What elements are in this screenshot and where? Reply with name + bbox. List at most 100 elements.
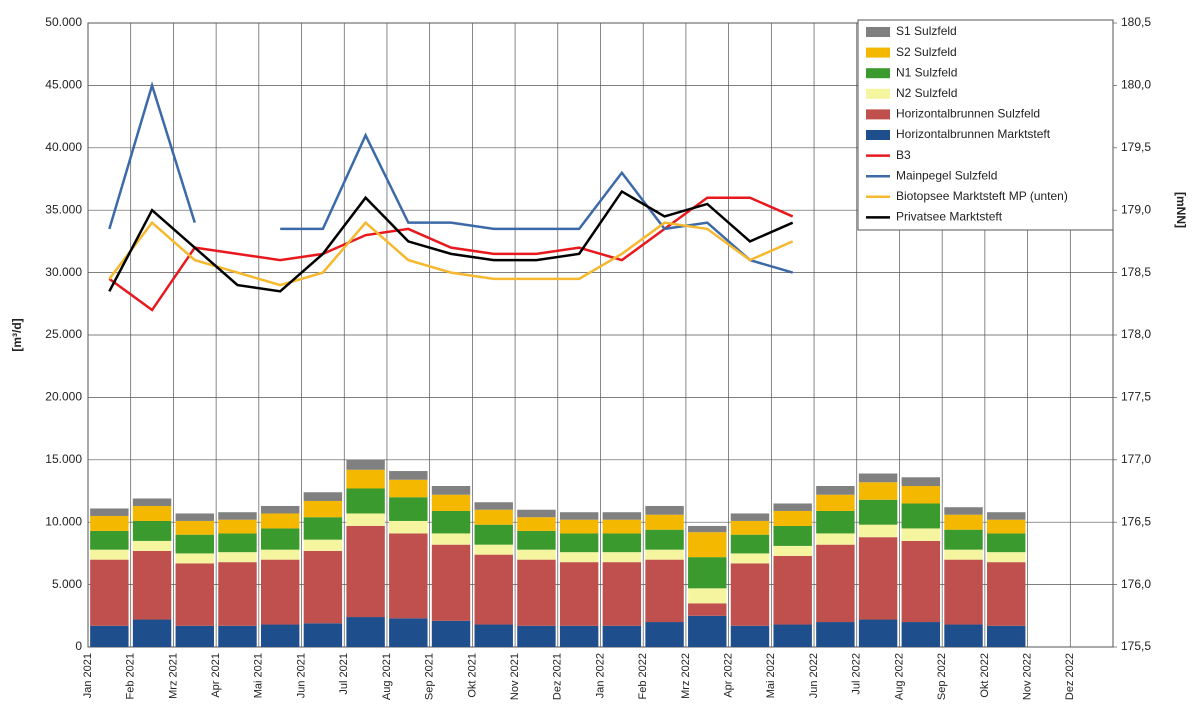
bar-segment [260,528,300,550]
bar-segment [389,479,428,498]
bar-segment [303,517,343,540]
bar-segment [517,509,556,518]
bar-segment [389,533,428,619]
bar-segment [858,537,898,620]
x-tick-label: Sep 2022 [936,653,948,700]
bar-segment [389,471,428,480]
legend-label: Mainpegel Sulzfeld [896,168,997,182]
bar-segment [346,488,385,514]
bar-segment [303,623,343,647]
bar-segment [944,559,983,625]
bar-segment [132,550,172,620]
bar-segment [559,519,599,534]
bar-segment [688,557,727,589]
bar-segment [474,509,513,525]
bar-segment [645,529,684,550]
x-tick-label: Feb 2021 [125,653,137,699]
y-tick-label: 50.000 [45,15,82,29]
x-tick-label: Aug 2021 [381,653,393,700]
bar-segment [303,539,343,551]
x-tick-label: Mai 2022 [765,653,777,698]
y-tick-label: 10.000 [45,514,82,528]
line [108,196,794,312]
bar-segment [175,625,214,647]
bar-segment [816,510,855,534]
bar-segment [346,459,385,470]
legend-label: S2 Sulzfeld [896,45,957,59]
bar-segment [346,617,385,647]
legend-label: B3 [896,148,911,162]
line [280,132,794,274]
y2-tick-label: 179,5 [1121,140,1151,154]
x-tick-label: Jun 2022 [808,653,820,698]
bar-segment [816,486,855,495]
bar-segment [260,513,300,529]
bar-segment [987,512,1026,520]
bar-segment [858,619,898,647]
bar-segment [901,503,941,529]
bar-segment [260,559,300,625]
legend-swatch [866,27,890,37]
y2-tick-label: 178,5 [1121,265,1151,279]
x-tick-label: Mrz 2022 [680,653,692,699]
bar-segment [474,624,513,647]
bar-segment [602,519,642,534]
legend-label: Biotopsee Marktsteft MP (unten) [896,189,1068,203]
bar-segment [858,499,898,525]
bar-segment [730,553,770,564]
y-tick-label: 15.000 [45,452,82,466]
bar-segment [346,469,385,489]
bar-segment [90,530,129,550]
bar-segment [987,533,1026,553]
x-tick-label: Nov 2021 [509,653,521,700]
bar-segment [987,552,1026,563]
bar-segment [773,525,812,546]
bar-segment [602,625,642,647]
bar-segment [132,520,172,541]
bar-segment [858,524,898,538]
x-tick-label: Okt 2022 [979,653,991,698]
line [108,81,196,230]
bar-segment [688,532,727,558]
bar-segment [303,492,343,501]
bar-segment [773,555,812,625]
bar-segment [944,507,983,515]
bar-segment [218,625,257,647]
legend-swatch [866,68,890,79]
x-tick-label: Jul 2022 [851,653,863,695]
bar-segment [175,563,214,626]
bar-segment [132,498,172,506]
bar-segment [901,486,941,504]
x-tick-label: Jul 2021 [338,653,350,695]
y-tick-label: 5.000 [52,577,82,591]
x-tick-label: Apr 2022 [723,653,735,698]
bar-segment [688,603,727,616]
bar-segment [132,505,172,521]
x-tick-label: Dez 2022 [1064,653,1076,700]
bar-segment [645,549,684,560]
bar-segment [944,549,983,560]
bar-segment [175,520,214,535]
y2-tick-label: 180,0 [1121,78,1151,92]
y2-tick-label: 180,5 [1121,15,1151,29]
bar-segment [431,533,471,545]
bar-segment [132,619,172,647]
bar-segment [688,525,727,533]
bar-segment [517,549,556,560]
bar-segment [218,552,257,563]
line [108,189,794,293]
bar-segment [474,502,513,510]
bar-segment [645,622,684,647]
legend-swatch [866,109,890,120]
bar-segment [218,512,257,520]
bar-segment [90,508,129,516]
y2-tick-label: 176,5 [1121,514,1151,528]
x-tick-label: Jun 2021 [295,653,307,698]
bar-segment [517,559,556,626]
bar-segment [816,494,855,511]
bar-segment [858,473,898,483]
bar-segment [901,528,941,541]
bar-segment [559,625,599,647]
bar-segment [559,552,599,563]
